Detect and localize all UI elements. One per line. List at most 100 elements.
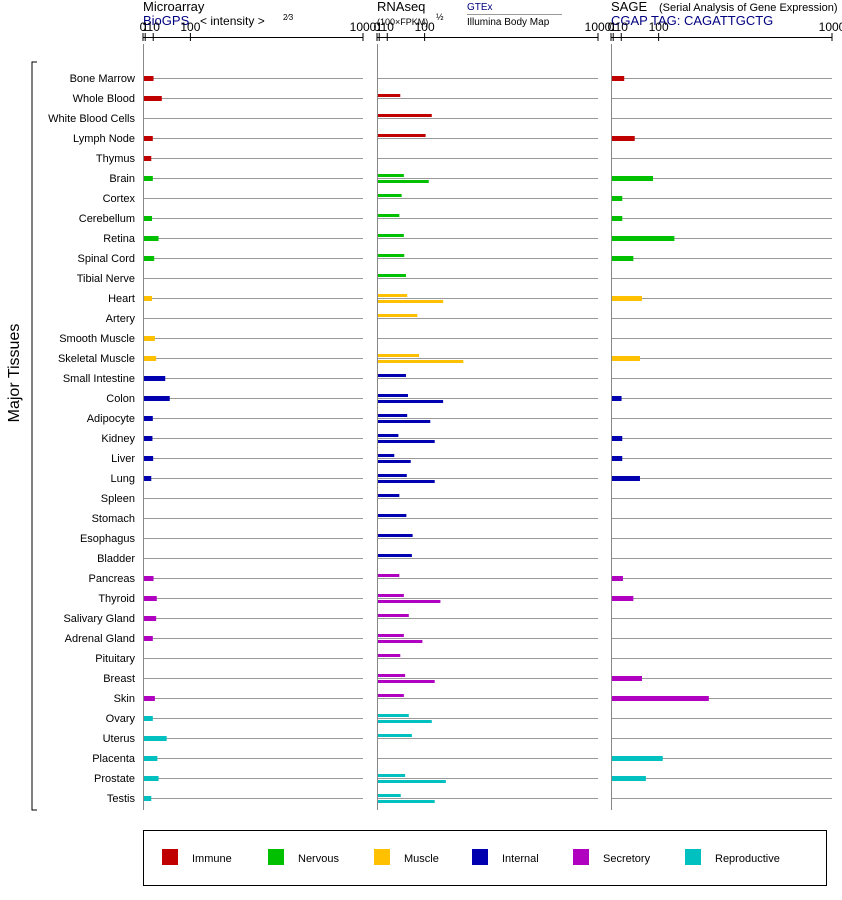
category-label: Heart: [108, 293, 135, 305]
sage-title-note: (Serial Analysis of Gene Expression): [659, 2, 838, 14]
bar: [144, 436, 153, 441]
legend-label: Secretory: [603, 853, 651, 865]
bar: [612, 256, 634, 261]
category-label: Cortex: [103, 193, 136, 205]
category-label: Skeletal Muscle: [58, 353, 135, 365]
bar: [144, 776, 159, 781]
bar: [378, 460, 411, 463]
bar: [378, 640, 423, 643]
bar: [144, 156, 152, 161]
bar: [612, 396, 622, 401]
microarray-source-link[interactable]: BioGPS: [143, 13, 190, 28]
bar: [612, 296, 642, 301]
panel-headers: Microarray BioGPS < intensity > 2⁄3 RNAs…: [143, 0, 838, 28]
axis-tick-label: 10: [381, 20, 395, 34]
category-label: Thymus: [96, 153, 136, 165]
illumina-source-label: Illumina Body Map: [467, 17, 550, 28]
bar: [378, 774, 406, 777]
bar: [378, 234, 404, 237]
axis-tick-label: 0: [608, 20, 615, 34]
bar: [144, 96, 162, 101]
bar: [378, 354, 420, 357]
bar: [612, 756, 663, 761]
bar: [378, 794, 401, 797]
category-label: Ovary: [106, 713, 136, 725]
category-label: White Blood Cells: [48, 113, 135, 125]
bar: [144, 176, 153, 181]
bar: [378, 474, 407, 477]
bar: [378, 574, 400, 577]
category-label: Stomach: [92, 513, 135, 525]
axis-tick-label: 10: [147, 20, 161, 34]
chart-panels: 011010010000110100100001101001000: [140, 20, 842, 810]
bar: [144, 216, 153, 221]
category-label: Bone Marrow: [70, 73, 135, 85]
bar: [378, 734, 412, 737]
bar: [144, 636, 153, 641]
bar: [378, 174, 404, 177]
legend-label: Muscle: [404, 853, 439, 865]
bar: [144, 336, 155, 341]
rnaseq-unit-exponent: ½: [436, 12, 444, 22]
legend-swatch: [268, 849, 284, 865]
bar: [378, 720, 432, 723]
microarray-unit-label: < intensity >: [200, 14, 265, 28]
legend-swatch: [162, 849, 178, 865]
bar: [612, 596, 634, 601]
bar: [378, 694, 404, 697]
axis-tick-label: 1: [142, 20, 149, 34]
microarray-unit-exponent: 2⁄3: [283, 13, 294, 22]
category-label: Spleen: [101, 493, 135, 505]
gtex-source-link[interactable]: GTEx: [467, 2, 493, 13]
axis-tick-label: 100: [649, 20, 669, 34]
legend-swatch: [472, 849, 488, 865]
bar: [378, 420, 431, 423]
category-label: Lymph Node: [73, 133, 135, 145]
bar: [144, 716, 153, 721]
legend-label: Internal: [502, 853, 539, 865]
bar: [612, 216, 623, 221]
bar: [378, 180, 429, 183]
legend-swatch: [685, 849, 701, 865]
category-label: Retina: [103, 233, 136, 245]
bar: [378, 360, 464, 363]
bar: [612, 456, 623, 461]
axis-tick-label: 1: [376, 20, 383, 34]
axis-tick-label: 100: [180, 20, 200, 34]
bar: [378, 394, 408, 397]
y-axis-bracket: [31, 61, 37, 811]
bar: [378, 654, 401, 657]
legend-label: Immune: [192, 853, 232, 865]
bar: [378, 194, 402, 197]
category-label: Liver: [111, 453, 135, 465]
category-label: Placenta: [92, 753, 136, 765]
category-label: Adipocyte: [87, 413, 135, 425]
bar: [612, 176, 654, 181]
category-label: Adrenal Gland: [65, 633, 135, 645]
bar: [378, 714, 409, 717]
category-label: Pituitary: [95, 653, 135, 665]
category-label: Brain: [109, 173, 135, 185]
bar: [144, 756, 158, 761]
bar: [378, 494, 400, 497]
legend-label: Reproductive: [715, 853, 780, 865]
category-label: Colon: [106, 393, 135, 405]
category-label: Small Intestine: [63, 373, 135, 385]
category-label: Salivary Gland: [63, 613, 135, 625]
bar: [378, 440, 435, 443]
category-label: Lung: [111, 473, 135, 485]
bar: [144, 476, 152, 481]
bar: [144, 236, 159, 241]
category-labels: Bone Marrow Whole Blood White Blood Cells L…: [48, 73, 136, 805]
category-label: Kidney: [101, 433, 135, 445]
bar: [378, 600, 441, 603]
bar: [144, 696, 155, 701]
category-label: Prostate: [94, 773, 135, 785]
bar: [144, 576, 154, 581]
category-label: Uterus: [103, 733, 136, 745]
bar: [144, 456, 154, 461]
bar: [612, 436, 623, 441]
sage-tag-link[interactable]: CGAP TAG: CAGATTGCTG: [611, 13, 773, 28]
